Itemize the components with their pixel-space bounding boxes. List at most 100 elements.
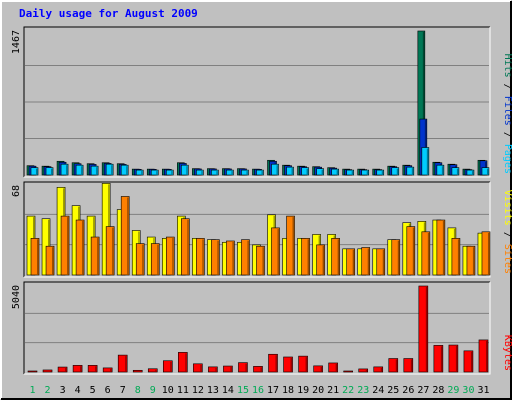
panel-1: 1467 Hits / Files / Pages: [11, 26, 512, 178]
bar-kbytes-2: [42, 369, 53, 373]
bar-shade: [185, 353, 187, 372]
bar: [478, 339, 489, 373]
bar-kbytes-8: [132, 369, 143, 373]
bar-shade: [457, 239, 460, 275]
bar-pages-8: [135, 169, 144, 176]
bar: [132, 369, 143, 373]
legend-entry-sites: Sites: [502, 244, 512, 274]
x-tick-label-2: 2: [45, 385, 51, 396]
bar-pages-9: [150, 169, 159, 176]
bar-shade: [456, 168, 459, 175]
bar-kbytes-4: [72, 365, 83, 373]
bar-kbytes-6: [102, 367, 113, 373]
bar-sites-22: [346, 248, 355, 276]
bar: [60, 163, 69, 176]
bar: [466, 169, 475, 176]
bar-shade: [155, 369, 157, 372]
bar-kbytes-16: [253, 366, 263, 373]
bar-kbytes-26: [403, 358, 414, 373]
bar: [346, 248, 355, 276]
bar: [165, 236, 175, 276]
bar: [451, 167, 460, 176]
bar-pages-29: [451, 167, 460, 176]
x-tick-label-17: 17: [267, 385, 279, 396]
bar-shade: [67, 217, 69, 275]
bar-shade: [80, 366, 82, 372]
bar-pages-28: [436, 164, 445, 176]
bar-sites-17: [271, 227, 280, 276]
bar: [436, 219, 446, 276]
bar-shade: [111, 165, 113, 175]
bar: [211, 169, 219, 176]
bar-sites-12: [196, 238, 205, 276]
bar-shade: [426, 148, 429, 175]
legend-entry-kbytes: KBytes: [502, 335, 512, 371]
bar-shade: [472, 247, 475, 275]
bar-shade: [366, 171, 369, 175]
bar-pages-24: [376, 169, 385, 176]
bar: [406, 226, 416, 276]
bar-sites-19: [301, 238, 310, 276]
bar-shade: [412, 227, 415, 275]
bar: [283, 356, 293, 373]
bar-sites-2: [45, 245, 55, 276]
bar: [211, 239, 220, 276]
bar: [346, 169, 354, 176]
bar-shade: [440, 346, 443, 372]
legend-separator: /: [502, 126, 512, 144]
bar-shade: [485, 340, 488, 372]
bar-shade: [337, 239, 340, 275]
bar-pages-22: [346, 169, 354, 176]
bar-shade: [290, 357, 292, 372]
bar-shade: [216, 171, 218, 175]
bar-sites-18: [286, 215, 295, 276]
bar-shade: [245, 363, 247, 372]
bar-shade: [335, 363, 338, 372]
bar: [30, 167, 39, 176]
bar-sites-8: [135, 243, 145, 276]
bar-kbytes-5: [87, 365, 98, 373]
bar-pages-16: [256, 169, 264, 176]
bar: [253, 366, 263, 373]
plot-frame-top-left: [23, 181, 490, 277]
x-tick-label-16: 16: [252, 385, 264, 396]
bar-shade: [66, 165, 68, 175]
bar-sites-21: [331, 238, 340, 276]
bar-kbytes-20: [313, 365, 323, 373]
legend-entry-visits: Visits: [502, 190, 512, 226]
bar-sites-24: [376, 248, 386, 276]
legend: Visits / Sites: [502, 190, 512, 274]
bar: [42, 369, 53, 373]
y-max-label: 5040: [11, 285, 22, 309]
bar-shade: [410, 359, 413, 372]
bar-kbytes-15: [238, 362, 248, 373]
bar: [271, 227, 280, 276]
bar-shade: [186, 166, 188, 175]
bar-sites-16: [256, 245, 265, 276]
bar-shade: [397, 240, 400, 275]
bar-shade: [200, 364, 202, 372]
bar-shade: [365, 369, 368, 372]
bar: [421, 147, 430, 176]
bar-shade: [352, 249, 355, 275]
plot-frame-top-left: [23, 281, 490, 374]
bar-shade: [486, 168, 489, 175]
bar-shade: [422, 32, 425, 175]
bar-pages-25: [391, 167, 400, 176]
bar-sites-30: [466, 245, 476, 276]
bar-shade: [321, 169, 324, 175]
bar-shade: [380, 367, 383, 372]
bar-shade: [141, 171, 143, 175]
bar-shade: [156, 171, 158, 175]
bar-sites-11: [181, 218, 190, 276]
bar-shade: [112, 227, 114, 275]
x-tick-label-1: 1: [30, 385, 36, 396]
x-tick-label-29: 29: [447, 385, 459, 396]
bar-shade: [487, 232, 490, 275]
bar-shade: [455, 346, 458, 372]
bar-pages-10: [165, 169, 174, 176]
bar-shade: [277, 228, 279, 275]
bar-shade: [351, 171, 354, 175]
bar: [150, 243, 160, 276]
